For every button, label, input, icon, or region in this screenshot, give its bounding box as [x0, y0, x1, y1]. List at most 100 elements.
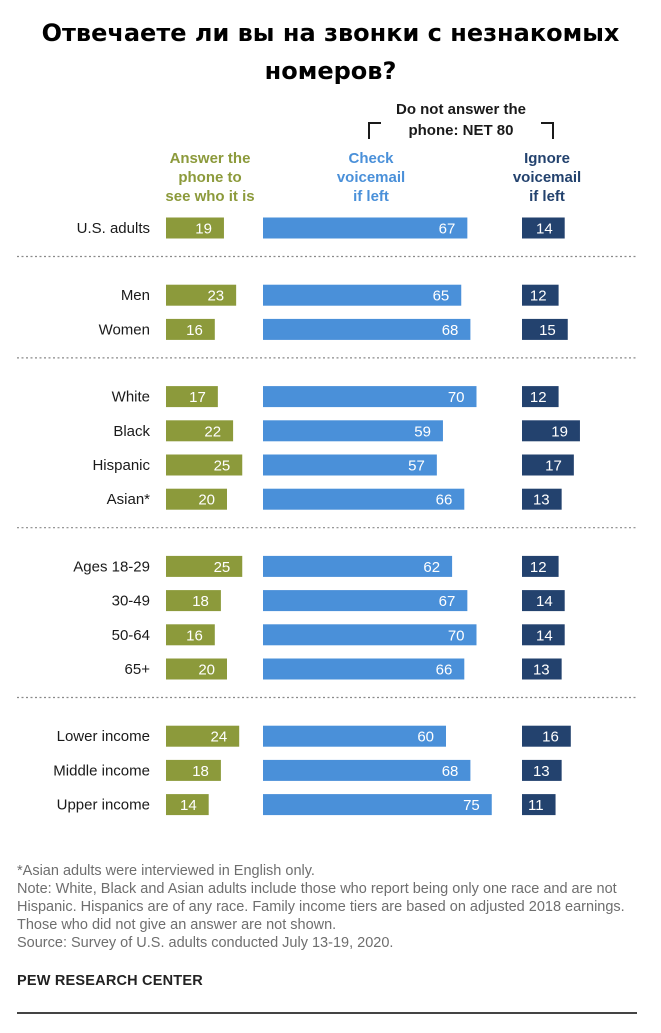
bar-check-65	[263, 658, 465, 680]
value-label-answer-lower-income: 24	[211, 729, 228, 746]
value-label-answer-women: 16	[186, 322, 203, 339]
bar-answer-men	[166, 284, 237, 306]
bar-check-hispanic	[263, 454, 437, 476]
value-label-answer-black: 22	[204, 423, 221, 440]
bar-answer-u-s-adults	[166, 217, 224, 239]
bar-answer-white	[166, 386, 218, 408]
bar-check-u-s-adults	[263, 217, 468, 239]
bar-ignore-u-s-adults	[522, 217, 565, 239]
legend-check-line-3: if left	[353, 188, 389, 205]
bar-check-30-49	[263, 590, 468, 612]
row-label-30-49: 30-49	[112, 593, 150, 610]
value-label-check-men: 65	[433, 288, 450, 305]
legend-check-line-2: voicemail	[337, 169, 405, 186]
value-label-check-u-s-adults: 67	[439, 221, 456, 238]
note-text: Note: White, Black and Asian adults incl…	[17, 881, 625, 933]
bottom-divider	[17, 1012, 637, 1014]
bar-ignore-men	[522, 284, 559, 306]
bar-answer-middle-income	[166, 759, 221, 781]
chart-title: Отвечаете ли вы на звонки с незнакомых н…	[0, 14, 661, 90]
row-label-u-s-adults: U.S. adults	[77, 220, 150, 237]
chart-notes: *Asian adults were interviewed in Englis…	[17, 862, 647, 952]
bar-ignore-hispanic	[522, 454, 574, 476]
bar-answer-65	[166, 658, 227, 680]
legend-answer-line-1: Answer the	[170, 150, 251, 167]
bar-answer-upper-income	[166, 794, 209, 816]
bar-ignore-65	[522, 658, 562, 680]
value-label-ignore-asian: 13	[533, 492, 550, 509]
bar-ignore-upper-income	[522, 794, 556, 816]
bar-ignore-30-49	[522, 590, 565, 612]
row-label-ages-18-29: Ages 18-29	[73, 558, 150, 575]
value-label-ignore-30-49: 14	[536, 593, 553, 610]
bar-check-ages-18-29	[263, 555, 453, 577]
value-label-check-lower-income: 60	[417, 729, 434, 746]
bar-ignore-lower-income	[522, 725, 571, 747]
legend-check-line-1: Check	[348, 150, 394, 167]
bracket-left	[368, 122, 381, 139]
value-label-answer-men: 23	[207, 288, 224, 305]
bar-answer-ages-18-29	[166, 555, 243, 577]
value-label-answer-30-49: 18	[192, 593, 209, 610]
bar-check-black	[263, 420, 443, 442]
bar-check-asian	[263, 488, 465, 510]
value-label-check-hispanic: 57	[408, 458, 425, 475]
value-label-check-upper-income: 75	[463, 797, 480, 814]
title-line-1: Отвечаете ли вы на звонки с незнакомых	[41, 19, 620, 47]
value-label-check-ages-18-29: 62	[423, 559, 440, 576]
value-label-answer-ages-18-29: 25	[214, 559, 231, 576]
bar-answer-black	[166, 420, 234, 442]
legend-answer-line-2: phone to	[178, 169, 241, 186]
row-label-65: 65+	[125, 661, 151, 678]
legend-ignore-line-2: voicemail	[513, 169, 581, 186]
value-label-ignore-middle-income: 13	[533, 763, 550, 780]
row-label-hispanic: Hispanic	[92, 457, 150, 474]
bar-ignore-asian	[522, 488, 562, 510]
asian-footnote: *Asian adults were interviewed in Englis…	[17, 863, 315, 879]
bar-chart: Do not answer the phone: NET 80 Answer the…	[17, 101, 636, 816]
bar-check-men	[263, 284, 462, 306]
legend-ignore-line-3: if left	[529, 188, 565, 205]
value-label-ignore-black: 19	[551, 423, 568, 440]
legend-answer-line-3: see who it is	[165, 188, 254, 205]
value-label-check-middle-income: 68	[442, 763, 459, 780]
source-text: Source: Survey of U.S. adults conducted …	[17, 935, 394, 951]
value-label-answer-middle-income: 18	[192, 763, 209, 780]
row-label-asian: Asian*	[107, 491, 151, 508]
value-label-ignore-ages-18-29: 12	[530, 559, 547, 576]
org-name: PEW RESEARCH CENTER	[17, 973, 203, 989]
value-label-check-50-64: 70	[448, 627, 465, 644]
value-label-check-black: 59	[414, 423, 431, 440]
bar-answer-lower-income	[166, 725, 240, 747]
row-label-women: Women	[99, 321, 150, 338]
value-label-ignore-men: 12	[530, 288, 547, 305]
value-label-ignore-white: 12	[530, 389, 547, 406]
value-label-ignore-65: 13	[533, 662, 550, 679]
row-label-men: Men	[121, 287, 150, 304]
value-label-ignore-50-64: 14	[536, 627, 553, 644]
row-label-white: White	[112, 389, 150, 406]
bar-answer-hispanic	[166, 454, 243, 476]
value-label-check-65: 66	[436, 662, 453, 679]
bar-check-women	[263, 318, 471, 340]
bracket-right	[541, 122, 554, 139]
bar-ignore-50-64	[522, 624, 565, 646]
bar-ignore-black	[522, 420, 580, 442]
value-label-check-women: 68	[442, 322, 459, 339]
bar-answer-30-49	[166, 590, 221, 612]
value-label-check-white: 70	[448, 389, 465, 406]
bar-check-white	[263, 386, 477, 408]
row-label-50-64: 50-64	[112, 627, 150, 644]
net-header-line-2: phone: NET 80	[408, 122, 513, 139]
value-label-answer-u-s-adults: 19	[195, 221, 212, 238]
bar-check-50-64	[263, 624, 477, 646]
bar-ignore-white	[522, 386, 559, 408]
value-label-answer-65: 20	[198, 662, 215, 679]
legend-ignore-line-1: Ignore	[524, 150, 570, 167]
bar-answer-50-64	[166, 624, 215, 646]
value-label-answer-50-64: 16	[186, 627, 203, 644]
value-label-ignore-lower-income: 16	[542, 729, 559, 746]
value-label-ignore-u-s-adults: 14	[536, 221, 553, 238]
bar-answer-asian	[166, 488, 227, 510]
value-label-answer-asian: 20	[198, 492, 215, 509]
